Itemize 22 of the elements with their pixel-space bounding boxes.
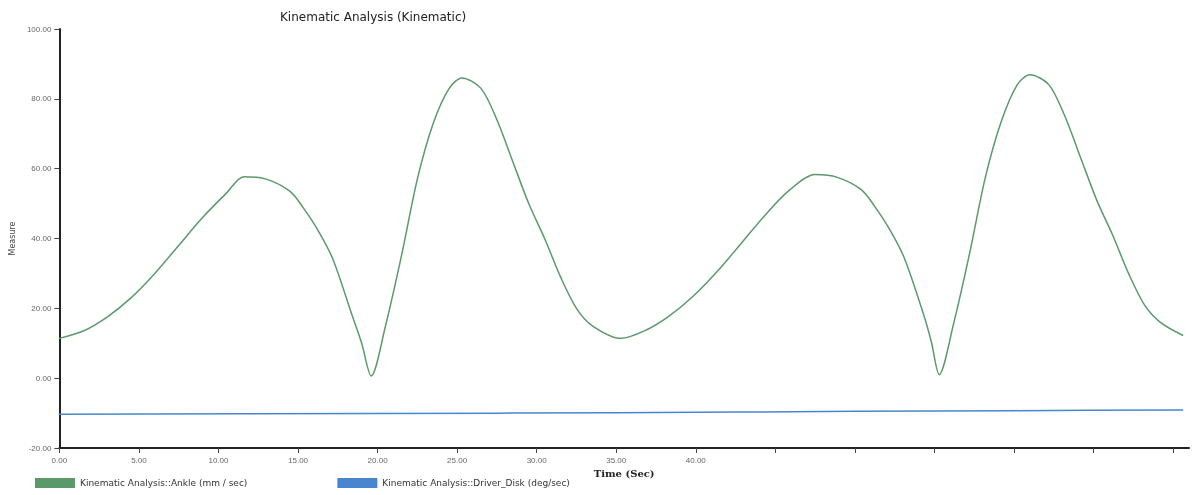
chart-title: Kinematic Analysis (Kinematic) (280, 10, 467, 24)
legend-label: Kinematic Analysis::Driver_Disk (deg/sec) (382, 478, 570, 488)
x-tick-label: 10.00 (208, 455, 230, 465)
y-tick-label: 0.00 (35, 373, 52, 383)
x-tick-label: 0.00 (51, 455, 68, 465)
x-tick-label: 5.00 (131, 455, 148, 465)
y-tick-label: 40.00 (31, 234, 52, 243)
x-tick-label: 40.00 (685, 455, 707, 465)
y-tick-label: 20.00 (31, 303, 52, 313)
y-tick-label: 80.00 (31, 94, 52, 104)
x-tick-label: 35.00 (606, 455, 627, 465)
x-tick-label: 15.00 (288, 455, 309, 465)
x-tick-label: 30.00 (526, 455, 548, 465)
y-tick-label: -20.00 (28, 443, 52, 453)
y-axis-title: Measure (7, 221, 17, 256)
x-tick-label: 25.00 (447, 455, 468, 465)
y-tick-label: 100.00 (26, 24, 52, 34)
x-axis-title: Time (Sec) (593, 468, 655, 480)
x-tick-label: 20.00 (367, 455, 389, 465)
legend-label: Kinematic Analysis::Ankle (mm / sec) (80, 478, 248, 488)
y-tick-label: 60.00 (31, 164, 52, 174)
line-series (58, 73, 1184, 377)
